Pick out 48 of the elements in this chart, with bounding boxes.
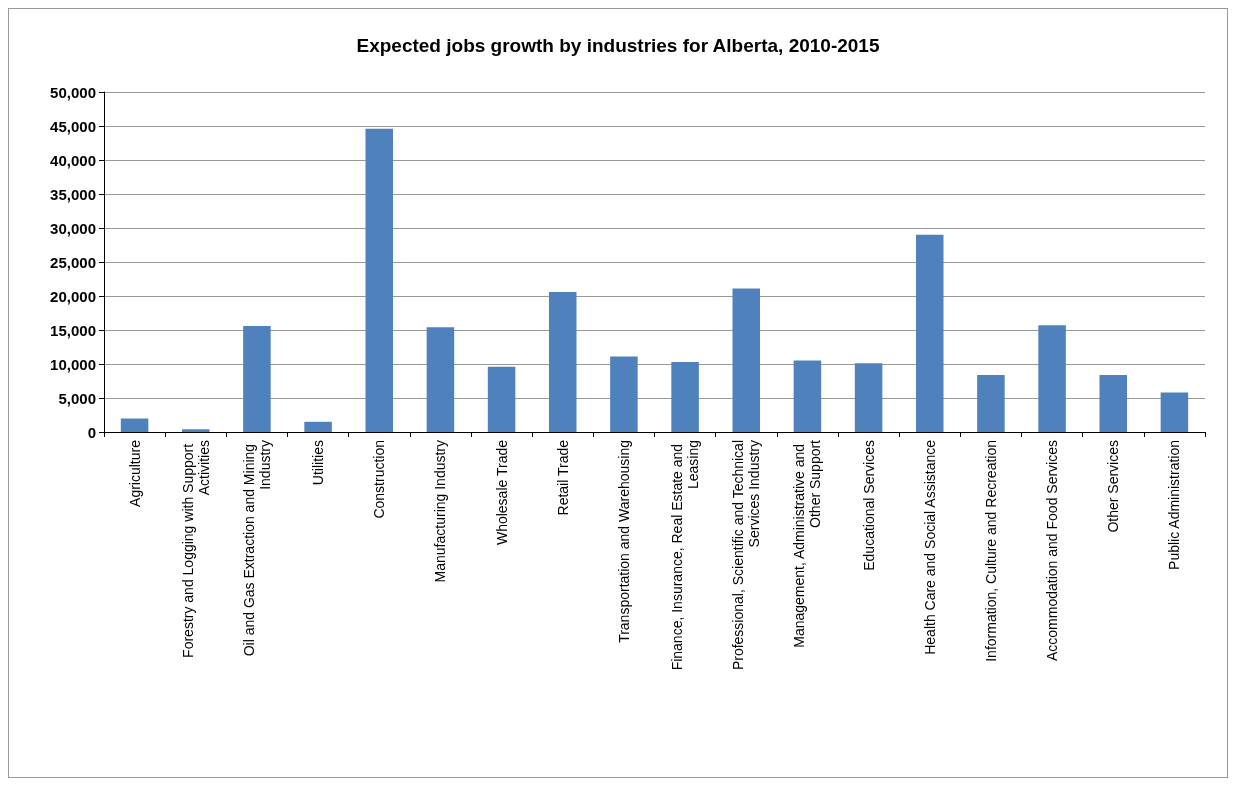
x-tick-label: Manufacturing Industry bbox=[432, 440, 449, 583]
x-tick-label: Wholesale Trade bbox=[493, 439, 510, 546]
bar bbox=[915, 234, 944, 432]
bar bbox=[365, 128, 394, 432]
x-tick-label: Management, Administrative and Other Support bbox=[791, 439, 824, 648]
bar bbox=[671, 361, 699, 432]
x-tick-label: Construction bbox=[371, 440, 388, 519]
x-tick-label: Other Services bbox=[1105, 440, 1122, 533]
y-tick-label: 20,000 bbox=[50, 287, 96, 305]
x-tick-label: Finance, Insurance, Real Estate and Leasing bbox=[669, 440, 702, 671]
bar bbox=[1099, 374, 1128, 432]
x-tick-label: Utilities bbox=[310, 440, 327, 486]
bar bbox=[120, 418, 149, 432]
y-tick-label: 0 bbox=[87, 423, 96, 441]
bar bbox=[732, 288, 761, 432]
x-tick-label: Health Care and Social Assistance bbox=[921, 439, 938, 655]
x-tick-label: Forestry and Logging with Support Activities bbox=[179, 440, 212, 658]
y-tick-label: 5,000 bbox=[58, 389, 96, 407]
bar bbox=[1160, 392, 1189, 432]
y-tick-label: 50,000 bbox=[50, 83, 96, 101]
bar bbox=[487, 366, 516, 432]
x-tick-label: Information, Culture and Recreation bbox=[982, 440, 999, 662]
y-tick-label: 10,000 bbox=[50, 355, 96, 373]
bar bbox=[977, 374, 1005, 432]
x-tick-label: Public Administration bbox=[1166, 440, 1183, 570]
y-tick-label: 15,000 bbox=[50, 321, 96, 339]
x-tick-label: Oil and Gas Extraction and Mining Industry bbox=[240, 440, 273, 657]
bar bbox=[548, 291, 577, 432]
bar bbox=[610, 356, 638, 432]
y-tick-label: 45,000 bbox=[50, 117, 96, 135]
bar bbox=[1038, 325, 1066, 432]
bar bbox=[181, 429, 210, 432]
y-tick-label: 40,000 bbox=[50, 151, 96, 169]
y-tick-label: 25,000 bbox=[50, 253, 96, 271]
y-tick-label: 30,000 bbox=[50, 219, 96, 237]
x-tick-label: Professional, Scientific and Technical Services Industry bbox=[730, 440, 763, 671]
bar bbox=[793, 360, 822, 432]
bar bbox=[854, 363, 883, 432]
x-tick-label: Transportation and Warehousing bbox=[615, 440, 632, 643]
bar bbox=[243, 325, 271, 432]
bar bbox=[426, 327, 455, 432]
bar bbox=[304, 421, 332, 432]
x-tick-label: Accommodation and Food Services bbox=[1044, 440, 1061, 661]
x-tick-label: Retail Trade bbox=[554, 439, 571, 516]
y-tick-label: 35,000 bbox=[50, 185, 96, 203]
x-tick-label: Educational Services bbox=[860, 440, 877, 571]
x-tick-label: Agriculture bbox=[126, 439, 143, 507]
chart-title: Expected jobs growth by industries for Alberta, 2010-2015 bbox=[356, 35, 880, 56]
